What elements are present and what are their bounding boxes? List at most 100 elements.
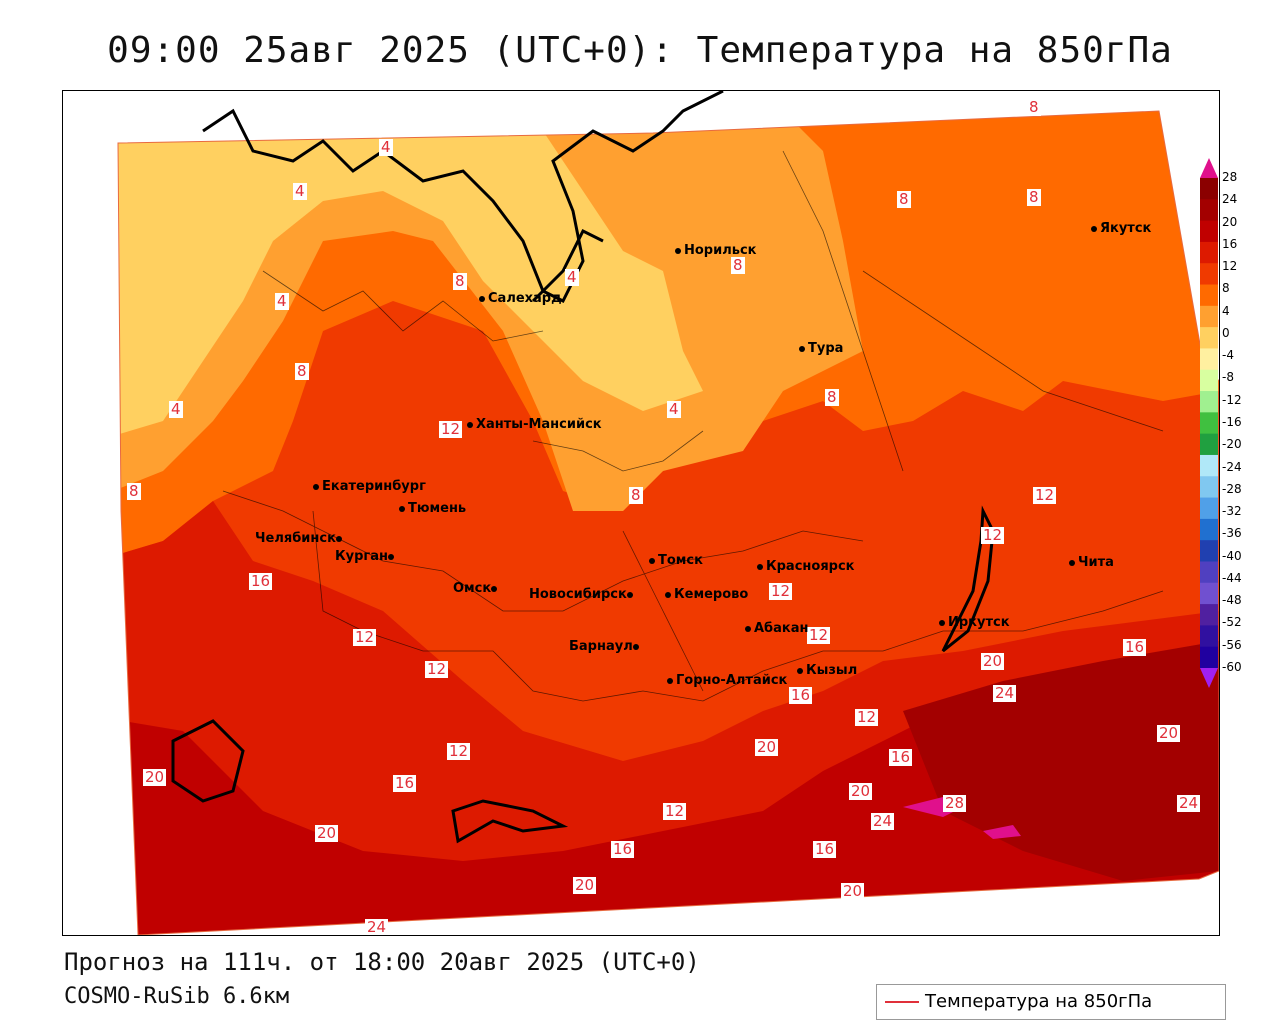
contour-label: 28 [943,794,967,812]
contour-label: 16 [393,774,417,792]
colorbar-tick-label: -44 [1222,570,1242,585]
legend-label: Температура на 850гПа [925,991,1153,1012]
colorbar-tick-label: -8 [1222,370,1234,385]
contour-label: 4 [169,400,183,418]
contour-label: 8 [1027,188,1041,206]
city-khanty-mansiysk: Ханты-Мансийск [467,417,602,432]
city-salekhard: Салехард [479,291,562,306]
model-domain [117,110,1219,935]
colorbar-tick-label: -16 [1222,415,1242,429]
band-24 [903,641,1219,881]
colorbar-tick-label: 16 [1222,236,1238,251]
colorbar-top-arrow [1200,158,1218,178]
contour-label: 4 [275,292,289,310]
contour-label: 20 [573,876,597,894]
contour-label: 20 [1157,724,1181,742]
contour-label: 24 [871,812,895,830]
contour-label: 24 [1177,794,1201,812]
city-abakan: Абакан [745,621,809,636]
city-chelyabinsk: Челябинск [255,531,345,546]
city-tomsk: Томск [649,553,703,568]
contour-label: 12 [981,526,1005,544]
contour-label: 12 [439,420,463,438]
map-title: 09:00 25авг 2025 (UTC+0): Температура на… [107,30,1173,71]
colorbar-swatch [1200,497,1218,520]
contour-label: 16 [813,840,837,858]
contour-label: 20 [143,768,167,786]
contour-label: 8 [295,362,309,380]
contour-label: 20 [841,882,865,900]
colorbar-tick-label: 24 [1222,192,1238,207]
colorbar-tick-label: -36 [1222,526,1242,541]
colorbar-swatch [1200,476,1218,499]
colorbar-swatch [1200,391,1218,413]
colorbar-swatch [1200,561,1218,584]
colorbar-swatch [1200,433,1218,456]
city-barnaul: Барнаул [569,639,642,654]
colorbar-swatch [1200,454,1218,477]
colorbar-swatch [1200,178,1218,200]
colorbar-tick-label: -32 [1222,504,1242,519]
contour-label: 12 [425,660,449,678]
colorbar-tick-label: -52 [1222,615,1242,630]
colorbar-tick-label: -60 [1222,660,1242,674]
city-kemerovo: Кемерово [665,587,748,602]
colorbar-swatch [1200,220,1218,243]
contour-label: 8 [897,190,911,208]
colorbar-tick-label: 28 [1222,170,1238,184]
city-chita: Чита [1069,555,1114,570]
contour-label: 16 [889,748,913,766]
city-irkutsk: Иркутск [939,615,1010,630]
contour-label: 12 [855,708,879,726]
colorbar-swatch [1200,412,1218,435]
colorbar-swatch [1200,263,1218,286]
colorbar-swatch [1200,540,1218,562]
contour-label: 12 [663,802,687,820]
colorbar-tick-label: -24 [1222,459,1242,474]
contour-label: 16 [611,840,635,858]
colorbar-swatch [1200,646,1218,669]
coastlines [171,91,995,844]
city-norilsk: Норильск [675,243,757,258]
colorbar-tick-label: 20 [1222,214,1238,229]
contour-label: 8 [629,486,643,504]
contour-label: 24 [365,918,389,936]
contour-label: 12 [807,626,831,644]
colorbar-tick-label: -20 [1222,437,1242,452]
contour-label: 4 [379,138,393,156]
colorbar-tick-label: -4 [1222,348,1234,363]
colorbar-swatch [1200,284,1218,307]
colorbar-swatch [1200,604,1218,626]
model-name: COSMO-RuSib 6.6км [64,984,290,1009]
forecast-info: Прогноз на 111ч. от 18:00 20авг 2025 (UT… [64,948,700,976]
colorbar-tick-label: 0 [1222,325,1230,340]
colorbar-bottom-arrow [1200,668,1218,688]
colorbar-swatch [1200,305,1218,328]
city-omsk: Омск [453,581,500,596]
contour-label: 8 [731,256,745,274]
colorbar-swatch [1200,625,1218,648]
contour-label: 20 [981,652,1005,670]
contour-label: 8 [453,272,467,290]
contour-label: 8 [1027,98,1041,116]
contour-label: 4 [667,400,681,418]
contour-label: 20 [755,738,779,756]
temperature-map: 4 4 8 8 4 8 8 4 12 8 8 4 8 8 4 8 12 12 1… [62,90,1220,936]
colorbar-tick-label: -40 [1222,548,1242,563]
colorbar-swatch [1200,582,1218,605]
map-fields [117,91,1219,935]
contour-label: 8 [127,482,141,500]
city-kyzyl: Кызыл [797,663,857,678]
colorbar-tick-label: -28 [1222,481,1242,496]
colorbar-tick-label: 12 [1222,259,1238,274]
admin-borders [222,150,1164,702]
city-tura: Тура [799,341,843,356]
city-yekaterinburg: Екатеринбург [313,479,426,494]
colorbar-tick-label: -56 [1222,637,1242,652]
colorbar-swatch [1200,348,1218,371]
colorbar-swatch [1200,369,1218,392]
contour-label: 12 [353,628,377,646]
contour-label: 8 [825,388,839,406]
colorbar-swatch [1200,327,1218,349]
contour-label: 20 [315,824,339,842]
